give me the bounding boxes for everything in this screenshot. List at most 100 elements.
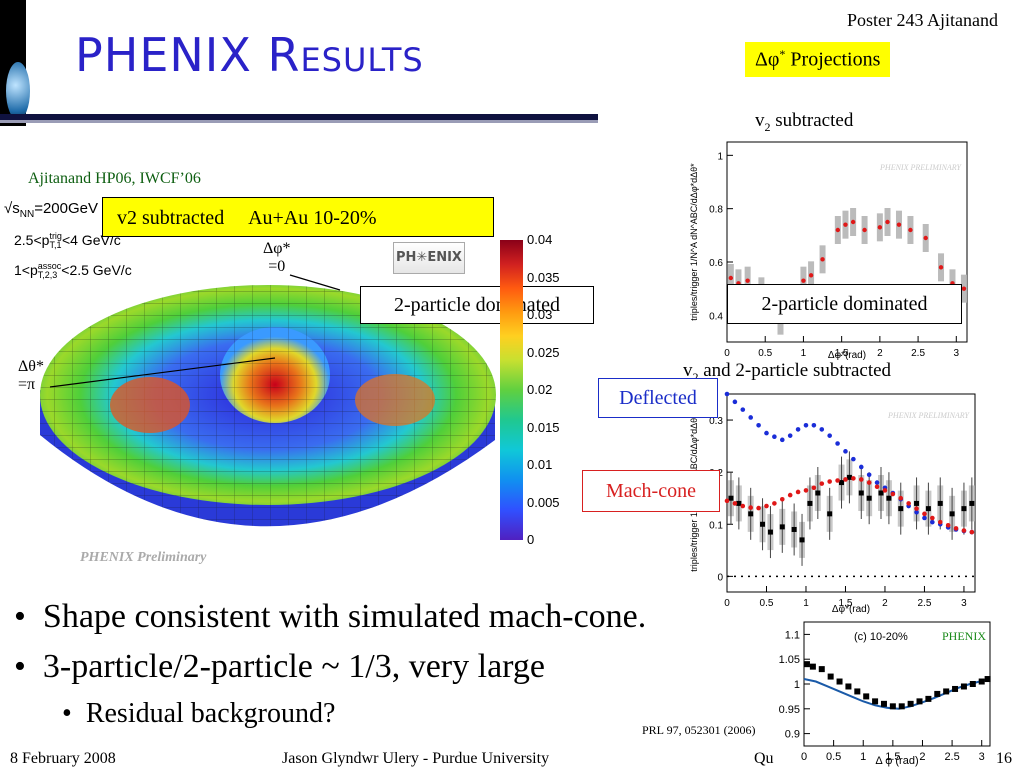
data-point xyxy=(736,500,742,506)
mach-cone-point xyxy=(961,528,967,533)
projections-text: Projections xyxy=(785,48,881,71)
left-accent-cap xyxy=(6,62,30,120)
data-point xyxy=(854,688,861,695)
kinematics-assoc: 1<p assoc T,2,3 <2.5 GeV/c xyxy=(14,262,132,280)
mach-cone-point xyxy=(756,505,761,511)
dtheta-value: =π xyxy=(18,376,36,393)
data-point xyxy=(866,495,872,501)
phenix-tag: PHENIX xyxy=(942,629,986,643)
mach-cone-point xyxy=(779,496,785,502)
data-point xyxy=(843,222,848,227)
mach-cone-point xyxy=(724,498,730,504)
phenix-preliminary-watermark: PHENIX PRELIMINARY xyxy=(879,163,963,172)
kin3-rest: <2.5 GeV/c xyxy=(61,262,132,278)
mach-cone-point xyxy=(811,485,817,491)
deflected-point xyxy=(787,433,793,438)
deflected-point xyxy=(779,437,785,443)
x-axis-label: Δφ*(rad) xyxy=(832,604,870,615)
kin1-rest: =200GeV xyxy=(34,200,98,217)
mach-cone-point xyxy=(930,515,935,521)
x-tick-label: 2 xyxy=(877,348,883,359)
y-tick-label: 0.95 xyxy=(779,704,800,716)
phenix-preliminary-label: PHENIX Preliminary xyxy=(80,550,207,565)
phenix-logo: PH✳ENIX xyxy=(393,242,465,274)
colorbar-labels: 0.04 0.035 0.03 0.025 0.02 0.015 0.01 0.005 0 xyxy=(527,232,567,552)
mach-cone-point xyxy=(945,523,951,528)
dtheta-symbol: Δθ* xyxy=(18,358,44,375)
deflected-point xyxy=(724,391,730,397)
x-tick-label: 3 xyxy=(961,598,967,609)
data-point xyxy=(845,683,852,690)
projections-star: * xyxy=(779,47,786,61)
surface-left-lobe xyxy=(110,377,190,433)
bullet-2: • 3-particle/2-particle ~ 1/3, very larg… xyxy=(14,648,545,685)
colorbar-tick-label: 0.005 xyxy=(527,494,560,510)
x-tick-label: 3 xyxy=(954,348,960,359)
data-point xyxy=(916,698,923,705)
data-point xyxy=(960,683,967,690)
mach-cone-point xyxy=(922,511,927,517)
data-point xyxy=(949,511,955,517)
kin2-text: 2.5<p xyxy=(14,232,50,248)
colorbar-tick-label: 0.04 xyxy=(527,232,553,247)
panel-label: (c) 10-20% xyxy=(854,631,908,643)
deflected-point xyxy=(922,515,927,521)
top-title-rest: subtracted xyxy=(770,110,854,131)
dphi-axis-line xyxy=(289,274,341,291)
kin1-sub: NN xyxy=(19,209,35,220)
deflected-point xyxy=(851,456,856,462)
slide-title: PHENIX Results xyxy=(75,28,424,82)
data-point xyxy=(969,681,976,687)
data-point xyxy=(889,703,896,710)
data-point xyxy=(896,222,902,227)
x-tick-label: 0.5 xyxy=(760,598,774,609)
data-point xyxy=(961,286,967,291)
deflected-point xyxy=(748,415,753,420)
deflected-point xyxy=(795,427,801,432)
x-axis-label: Δφ*(rad) xyxy=(828,350,866,361)
dtheta-annotation: Δθ* =π xyxy=(18,358,44,394)
mach-cone-point xyxy=(969,529,975,535)
kin2-sub: T,1 xyxy=(49,240,62,251)
y-tick-label: 0.9 xyxy=(785,729,800,741)
x-tick-label: 0 xyxy=(801,751,807,763)
data-point xyxy=(745,278,750,283)
sub-bullet-text: Residual background? xyxy=(85,698,336,729)
data-point xyxy=(818,666,825,673)
footer-date: 8 February 2008 xyxy=(10,750,116,767)
x-tick-label: 0.5 xyxy=(758,348,772,359)
y-axis-label: triples/trigger 1/N^A dN^ABC/dΔφ*dΔθ* xyxy=(689,163,699,321)
x-tick-label: 0 xyxy=(724,348,730,359)
projections-label: Δφ* Projections xyxy=(745,42,891,77)
deflected-point xyxy=(858,464,864,470)
x-tick-label: 1.5 xyxy=(885,751,900,763)
data-point xyxy=(728,275,734,281)
y-tick-label: 0 xyxy=(717,572,723,583)
top-plot: 0 0.5 1 1.5 2 2.5 3 0.4 0.6 0.8 1 Δφ*(rad) triples/t… xyxy=(689,141,968,361)
x-tick-label: 2 xyxy=(919,751,925,763)
x-tick-label: 0 xyxy=(724,598,730,609)
data-point xyxy=(791,526,797,532)
x-tick-label: 2.5 xyxy=(944,751,959,763)
data-point xyxy=(801,278,806,283)
y-tick-label: 0.6 xyxy=(709,258,723,269)
data-point xyxy=(835,227,841,233)
data-point xyxy=(827,511,833,517)
dphi-value: =0 xyxy=(268,258,286,275)
mach-cone-point xyxy=(874,484,880,490)
dphi-annotation: Δφ* =0 xyxy=(263,240,291,276)
data-point xyxy=(728,495,734,501)
data-point xyxy=(938,265,944,270)
top-title-sub: 2 xyxy=(764,119,771,134)
sub-bullet: • Residual background? xyxy=(62,698,336,729)
mach-cone-point xyxy=(772,501,777,506)
y-tick-label: 1.1 xyxy=(785,629,800,641)
footer-page-number: 16 xyxy=(996,750,1012,767)
surface-peak-grid xyxy=(220,327,330,423)
surface-side-grid xyxy=(40,390,495,527)
data-point xyxy=(799,537,805,543)
mach-cone-point xyxy=(890,491,896,497)
mid-title-v: v xyxy=(683,360,693,381)
deflected-point xyxy=(874,480,880,485)
mach-cone-point xyxy=(851,476,856,481)
